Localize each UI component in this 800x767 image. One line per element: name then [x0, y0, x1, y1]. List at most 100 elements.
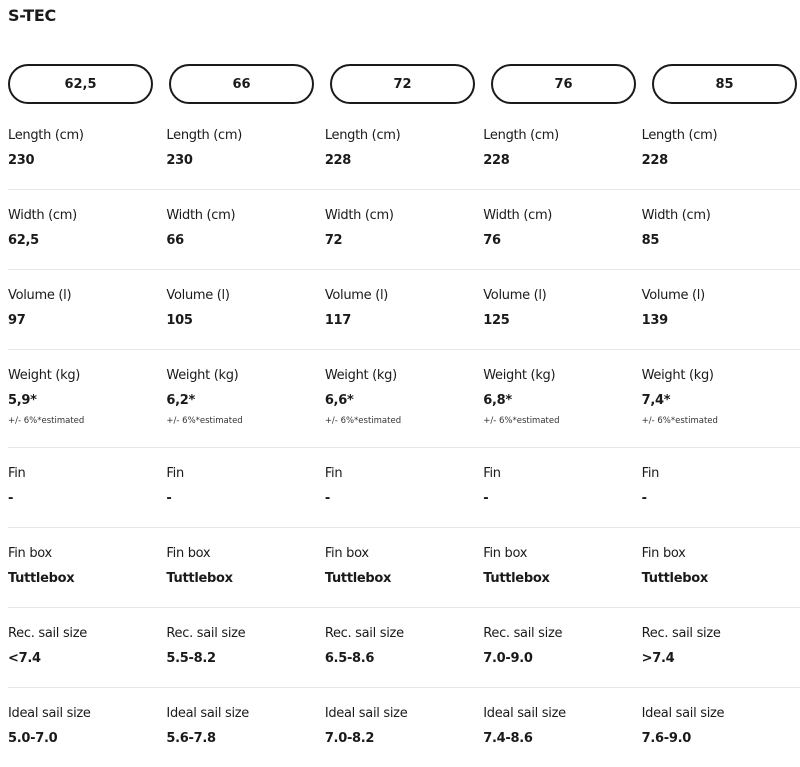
spec-label: Fin box — [324, 546, 369, 561]
size-button-1[interactable]: 66 — [169, 64, 314, 104]
spec-value: Tuttlebox — [641, 571, 709, 586]
spec-label: Rec. sail size — [641, 626, 721, 641]
spec-value: 5.6-7.8 — [166, 731, 216, 746]
spec-label: Ideal sail size — [641, 706, 725, 721]
spec-label: Ideal sail size — [483, 706, 566, 721]
spec-table: Length (cm) 230 Length (cm) 230 Length (cm) 2… — [8, 110, 800, 767]
spec-label: Fin box — [641, 546, 686, 561]
spec-value: 139 — [641, 313, 669, 328]
spec-value: 85 — [641, 233, 660, 248]
spec-value: 5.5-8.2 — [166, 651, 216, 666]
spec-cell: Fin - — [166, 448, 324, 527]
spec-cell: Width (cm) 85 — [642, 190, 800, 269]
spec-cell: Fin box Tuttlebox — [483, 528, 641, 607]
size-button-0[interactable]: 62,5 — [8, 64, 153, 104]
spec-cell: Ideal sail size 5.6-7.8 — [166, 688, 324, 767]
spec-label: Volume (l) — [8, 288, 72, 303]
spec-value: 72 — [324, 233, 343, 248]
spec-cell: Weight (kg) 6,8* +/- 6%*estimated — [483, 350, 641, 447]
spec-value: 6,2* — [166, 393, 196, 408]
spec-cell: Volume (l) 97 — [8, 270, 166, 349]
spec-value: - — [166, 491, 172, 506]
spec-value: 6,8* — [483, 393, 512, 408]
spec-value: Tuttlebox — [483, 571, 550, 586]
spec-value: 7,4* — [641, 393, 671, 408]
spec-value: 228 — [483, 153, 510, 168]
spec-row: Fin - Fin - Fin - Fin - Fin - — [8, 448, 800, 528]
spec-cell: Ideal sail size 5.0-7.0 — [8, 688, 166, 767]
spec-label: Fin box — [8, 546, 52, 561]
spec-label: Length (cm) — [166, 128, 243, 143]
spec-cell: Fin - — [642, 448, 800, 527]
spec-cell: Fin box Tuttlebox — [325, 528, 483, 607]
spec-row: Length (cm) 230 Length (cm) 230 Length (cm) 2… — [8, 110, 800, 190]
spec-note: +/- 6%*estimated — [641, 416, 718, 426]
spec-label: Weight (kg) — [166, 368, 239, 383]
spec-value: 6,6* — [324, 393, 354, 408]
spec-label: Width (cm) — [324, 208, 394, 223]
page-title: S-TEC — [8, 6, 56, 25]
spec-label: Volume (l) — [166, 288, 230, 303]
spec-label: Weight (kg) — [641, 368, 714, 383]
spec-label: Length (cm) — [8, 128, 84, 143]
size-button-4[interactable]: 85 — [652, 64, 797, 104]
spec-cell: Ideal sail size 7.6-9.0 — [642, 688, 800, 767]
spec-label: Ideal sail size — [166, 706, 250, 721]
spec-label: Weight (kg) — [8, 368, 81, 383]
spec-row: Ideal sail size 5.0-7.0 Ideal sail size 5.6… — [8, 688, 800, 767]
size-button-2[interactable]: 72 — [330, 64, 475, 104]
spec-row: Weight (kg) 5,9* +/- 6%*estimated Weight (k… — [8, 350, 800, 448]
spec-cell: Weight (kg) 6,2* +/- 6%*estimated — [166, 350, 324, 447]
spec-value: 97 — [8, 313, 26, 328]
spec-value: - — [8, 491, 14, 506]
spec-value: >7.4 — [641, 651, 675, 666]
spec-cell: Length (cm) 228 — [483, 110, 641, 189]
spec-value: - — [324, 491, 330, 506]
spec-cell: Volume (l) 125 — [483, 270, 641, 349]
spec-value: 76 — [483, 233, 501, 248]
spec-cell: Rec. sail size 5.5-8.2 — [166, 608, 324, 687]
spec-cell: Length (cm) 228 — [642, 110, 800, 189]
spec-label: Fin — [324, 466, 343, 481]
spec-value: 230 — [8, 153, 35, 168]
spec-label: Length (cm) — [324, 128, 401, 143]
spec-cell: Fin box Tuttlebox — [166, 528, 324, 607]
spec-cell: Weight (kg) 5,9* +/- 6%*estimated — [8, 350, 166, 447]
spec-value: 125 — [483, 313, 510, 328]
spec-cell: Rec. sail size 6.5-8.6 — [325, 608, 483, 687]
spec-cell: Volume (l) 105 — [166, 270, 324, 349]
spec-value: 228 — [641, 153, 669, 168]
spec-row: Volume (l) 97 Volume (l) 105 Volume (l) 117 Vo… — [8, 270, 800, 350]
spec-cell: Rec. sail size >7.4 — [642, 608, 800, 687]
spec-label: Fin — [641, 466, 660, 481]
spec-cell: Width (cm) 76 — [483, 190, 641, 269]
spec-label: Rec. sail size — [166, 626, 246, 641]
spec-note: +/- 6%*estimated — [8, 416, 85, 426]
spec-value: 228 — [324, 153, 352, 168]
spec-cell: Length (cm) 230 — [166, 110, 324, 189]
spec-row: Width (cm) 62,5 Width (cm) 66 Width (cm) 72 Wi… — [8, 190, 800, 270]
spec-cell: Ideal sail size 7.4-8.6 — [483, 688, 641, 767]
spec-label: Fin — [8, 466, 26, 481]
spec-label: Width (cm) — [166, 208, 236, 223]
spec-note: +/- 6%*estimated — [483, 416, 560, 426]
spec-label: Rec. sail size — [483, 626, 563, 641]
spec-value: 117 — [324, 313, 352, 328]
spec-label: Weight (kg) — [483, 368, 556, 383]
spec-value: 5,9* — [8, 393, 37, 408]
spec-cell: Width (cm) 66 — [166, 190, 324, 269]
spec-value: 5.0-7.0 — [8, 731, 58, 746]
spec-value: 7.0-8.2 — [324, 731, 375, 746]
spec-note: +/- 6%*estimated — [166, 416, 243, 426]
spec-cell: Fin - — [325, 448, 483, 527]
spec-value: Tuttlebox — [8, 571, 75, 586]
size-selector: 62,5 66 72 76 85 — [8, 64, 800, 104]
spec-cell: Rec. sail size <7.4 — [8, 608, 166, 687]
spec-value: 7.6-9.0 — [641, 731, 692, 746]
spec-label: Volume (l) — [641, 288, 706, 303]
spec-value: Tuttlebox — [166, 571, 233, 586]
spec-label: Length (cm) — [641, 128, 718, 143]
size-button-3[interactable]: 76 — [491, 64, 636, 104]
spec-label: Weight (kg) — [324, 368, 397, 383]
spec-cell: Length (cm) 230 — [8, 110, 166, 189]
